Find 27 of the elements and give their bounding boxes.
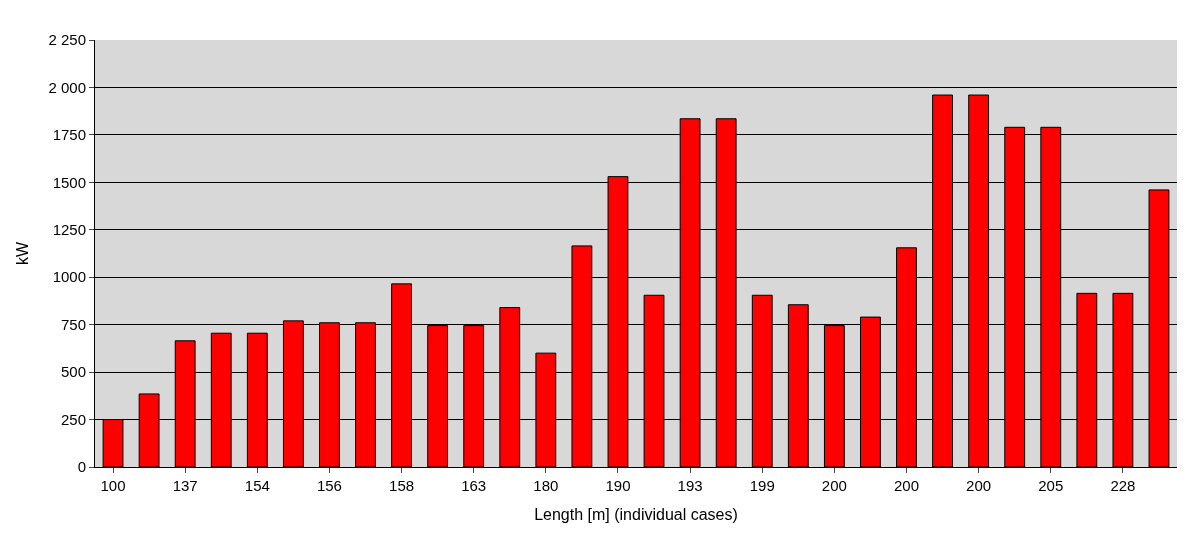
x-tick-label: 158 — [389, 477, 415, 494]
y-tick-label: 2 250 — [48, 31, 86, 49]
x-tick-label: 205 — [1038, 477, 1064, 494]
x-tick-label: 163 — [461, 477, 487, 494]
x-tick-label: 199 — [749, 477, 775, 494]
x-tick-label: 154 — [244, 477, 270, 494]
x-tick-label: 137 — [172, 477, 198, 494]
y-tick-label: 2 000 — [48, 78, 86, 96]
x-tick-label: 200 — [893, 477, 920, 494]
y-tick-label: 1000 — [52, 268, 86, 286]
x-tick-label: 156 — [316, 477, 342, 494]
y-tick-label: 0 — [77, 458, 86, 476]
x-tick-label: 200 — [821, 477, 847, 494]
x-axis-title: Length [m] (individual cases) — [534, 505, 738, 523]
y-tick-label: 750 — [60, 315, 86, 333]
y-tick-label: 1750 — [52, 126, 86, 144]
x-tick-label: 200 — [966, 477, 992, 494]
x-tick-label: 180 — [533, 477, 559, 494]
x-tick-label: 228 — [1110, 477, 1136, 494]
y-tick-label: 1250 — [52, 221, 86, 239]
x-tick-label: 100 — [100, 477, 126, 494]
y-axis-title: kW — [14, 241, 32, 266]
x-tick-label: 190 — [605, 477, 631, 494]
x-tick-label: 193 — [677, 477, 703, 494]
y-tick-label: 500 — [60, 363, 86, 381]
y-tick-label: 250 — [60, 410, 86, 428]
y-tick-label: 1500 — [52, 173, 86, 191]
